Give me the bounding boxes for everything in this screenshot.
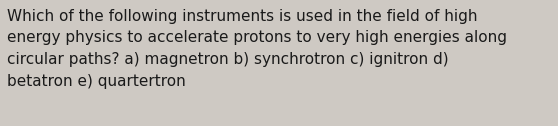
- Text: Which of the following instruments is used in the field of high
energy physics t: Which of the following instruments is us…: [7, 9, 507, 89]
